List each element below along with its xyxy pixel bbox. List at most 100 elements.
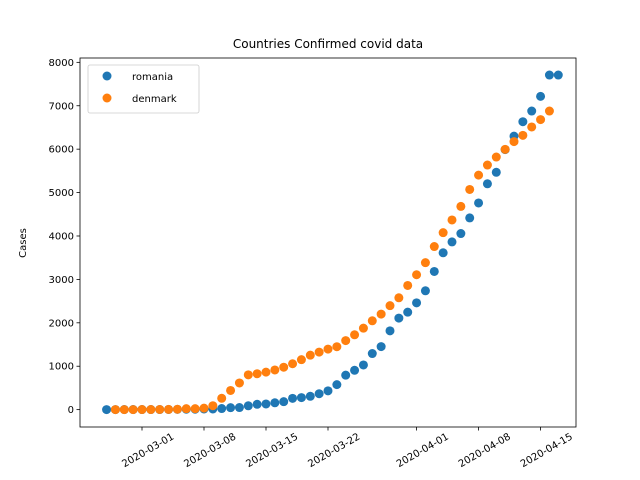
- data-point-denmark: [518, 130, 528, 140]
- data-point-denmark: [110, 405, 120, 415]
- data-point-romania: [536, 91, 546, 101]
- data-point-romania: [102, 405, 112, 415]
- data-point-romania: [243, 401, 253, 411]
- data-point-denmark: [332, 342, 342, 352]
- data-point-denmark: [323, 344, 333, 354]
- data-point-denmark: [270, 365, 280, 375]
- legend-label-romania: romania: [132, 72, 173, 83]
- data-point-romania: [491, 167, 501, 177]
- data-point-romania: [314, 389, 324, 399]
- data-point-denmark: [341, 336, 351, 346]
- data-point-romania: [385, 326, 395, 336]
- data-point-romania: [261, 399, 271, 409]
- data-point-denmark: [403, 280, 413, 290]
- data-point-denmark: [181, 404, 191, 414]
- data-point-denmark: [226, 385, 236, 395]
- data-point-denmark: [429, 242, 439, 252]
- data-point-romania: [474, 198, 484, 208]
- data-point-denmark: [350, 330, 360, 340]
- data-point-denmark: [358, 323, 368, 333]
- data-point-romania: [296, 393, 306, 403]
- data-point-romania: [447, 237, 457, 247]
- y-axis-ticks: 0 1000 2000 3000 4000 5000 6000 7000 8000: [49, 58, 80, 416]
- data-point-romania: [465, 213, 475, 223]
- data-point-denmark: [500, 144, 510, 154]
- data-point-denmark: [137, 405, 147, 415]
- data-point-romania: [358, 360, 368, 370]
- data-point-denmark: [243, 370, 253, 380]
- chart-title: Countries Confirmed covid data: [233, 37, 423, 51]
- data-point-romania: [279, 397, 289, 407]
- legend: romania denmark: [87, 64, 200, 114]
- y-tick-label: 1000: [49, 362, 74, 373]
- data-point-denmark: [367, 316, 377, 326]
- data-point-denmark: [252, 369, 262, 379]
- data-point-romania: [456, 229, 466, 239]
- data-point-denmark: [172, 404, 182, 414]
- data-point-romania: [553, 70, 563, 80]
- y-tick-label: 0: [68, 405, 74, 416]
- data-point-denmark: [420, 258, 430, 268]
- legend-marker-denmark: [102, 93, 112, 103]
- data-point-romania: [341, 370, 351, 380]
- legend-box: [87, 64, 200, 114]
- data-point-romania: [438, 248, 448, 258]
- data-point-denmark: [376, 309, 386, 319]
- data-point-romania: [394, 313, 404, 323]
- y-tick-label: 3000: [49, 275, 74, 286]
- data-point-denmark: [482, 160, 492, 170]
- data-point-romania: [226, 403, 236, 413]
- data-point-denmark: [536, 115, 546, 125]
- y-tick-label: 8000: [49, 58, 74, 69]
- data-point-denmark: [412, 270, 422, 280]
- data-point-denmark: [491, 152, 501, 162]
- data-point-denmark: [164, 404, 174, 414]
- data-point-denmark: [456, 201, 466, 211]
- data-marks: [102, 70, 563, 415]
- data-point-denmark: [119, 405, 129, 415]
- data-point-romania: [288, 393, 298, 403]
- data-point-denmark: [155, 404, 165, 414]
- data-point-denmark: [305, 350, 315, 360]
- data-point-denmark: [208, 401, 218, 411]
- y-tick-label: 2000: [49, 318, 74, 329]
- data-point-denmark: [128, 405, 138, 415]
- data-point-denmark: [217, 393, 227, 403]
- data-point-romania: [518, 117, 528, 127]
- data-point-romania: [252, 399, 262, 409]
- data-point-denmark: [288, 359, 298, 369]
- data-point-romania: [420, 286, 430, 296]
- data-point-denmark: [279, 362, 289, 372]
- data-point-romania: [412, 298, 422, 308]
- y-tick-label: 6000: [49, 145, 74, 156]
- data-point-denmark: [527, 122, 537, 132]
- plot-frame: [79, 57, 577, 428]
- data-point-romania: [332, 380, 342, 390]
- data-point-denmark: [509, 137, 519, 147]
- data-point-romania: [350, 365, 360, 375]
- data-point-denmark: [234, 378, 244, 388]
- data-point-romania: [217, 404, 227, 414]
- y-tick-label: 4000: [49, 231, 74, 242]
- data-point-denmark: [394, 293, 404, 303]
- data-point-romania: [482, 179, 492, 189]
- data-point-denmark: [190, 404, 200, 414]
- data-point-romania: [544, 70, 554, 80]
- data-point-denmark: [465, 184, 475, 194]
- data-point-denmark: [199, 403, 209, 413]
- data-point-denmark: [474, 170, 484, 180]
- y-axis-label: Cases: [18, 228, 29, 258]
- data-point-denmark: [385, 301, 395, 311]
- data-point-denmark: [146, 405, 156, 415]
- legend-label-denmark: denmark: [132, 94, 177, 105]
- data-point-denmark: [438, 228, 448, 238]
- y-tick-label: 5000: [49, 188, 74, 199]
- data-point-romania: [527, 106, 537, 116]
- y-tick-label: 7000: [49, 101, 74, 112]
- data-point-romania: [270, 398, 280, 408]
- data-point-romania: [234, 403, 244, 413]
- legend-marker-romania: [102, 71, 112, 81]
- data-point-denmark: [544, 106, 554, 116]
- data-point-romania: [367, 349, 377, 359]
- data-point-denmark: [296, 355, 306, 365]
